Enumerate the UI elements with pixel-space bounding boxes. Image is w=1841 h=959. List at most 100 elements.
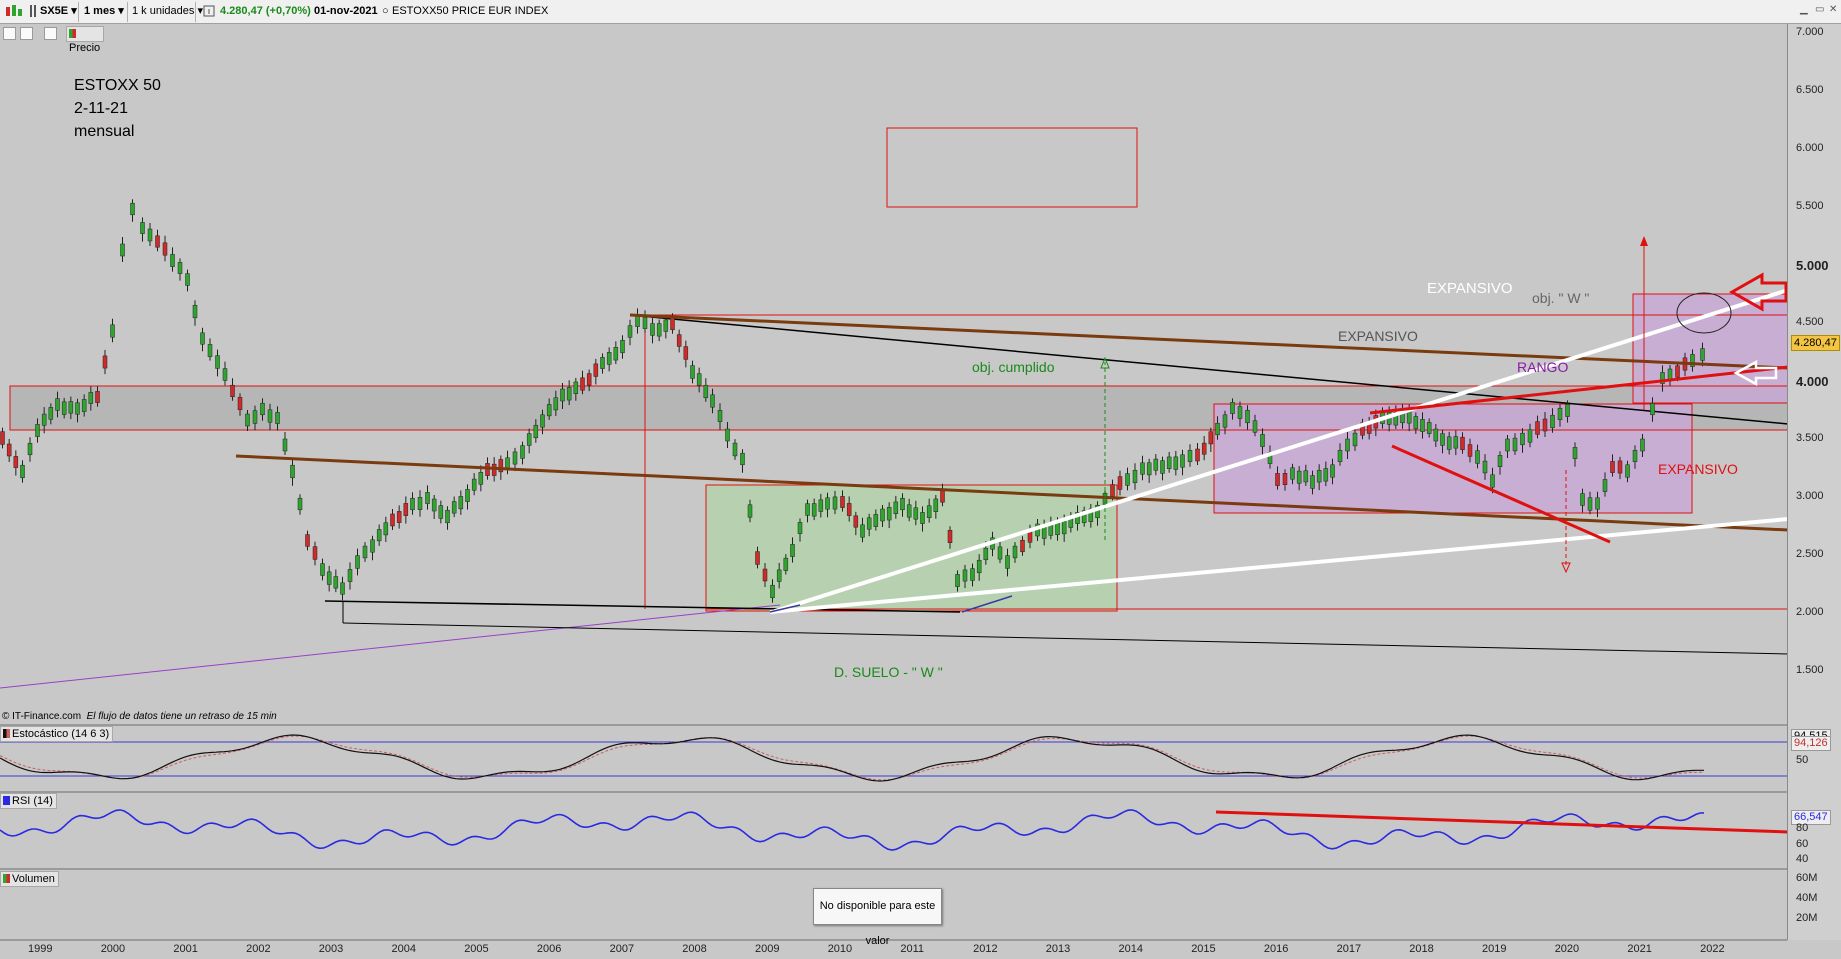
blue-mini-line [961,595,1013,613]
volume-tick: 40M [1796,892,1818,904]
info-icon[interactable] [203,3,215,20]
candle [540,414,545,428]
crosshair-icon[interactable] [3,27,16,40]
candle [140,222,145,234]
candle [676,334,682,347]
volume-tag[interactable]: Volumen [0,871,59,887]
price-tick: 4.000 [1796,374,1829,389]
candle [1650,402,1655,416]
units-label: 1 k unidades [132,5,195,17]
restore-icon[interactable]: ▭ [1815,4,1825,15]
candle [498,459,504,473]
candle [553,397,559,411]
copy-icon[interactable] [44,27,57,40]
candle [110,324,115,338]
candle [663,319,669,332]
stoch-k-line [0,734,1704,782]
candle [650,323,655,336]
label-obj-w: obj. " W " [1532,290,1590,306]
candle [1460,436,1465,451]
volume-label: Volumen [12,873,55,885]
candle [1512,437,1518,452]
price-tick: 6.500 [1796,84,1824,96]
candle [362,545,368,559]
rsi-tag[interactable]: RSI (14) [0,793,57,809]
rsi-tick: 40 [1796,853,1809,865]
candle [846,503,852,516]
axis-spacer [1787,0,1841,24]
candle [696,373,702,386]
units-selector[interactable]: 1 k unidades ▾ [132,3,203,20]
candle [417,497,423,510]
candle [170,254,175,267]
candle [1140,462,1145,475]
candle [1117,476,1123,490]
candle [520,445,525,459]
panel-divider[interactable] [0,724,1787,726]
candle [970,568,975,581]
price-tick: 1.500 [1796,664,1824,676]
label-rango: RANGO [1517,359,1569,375]
candle [1440,433,1445,446]
candle [740,452,745,466]
candle [1467,444,1473,457]
candle [120,243,125,257]
stoch-d-value: 94,126 [1791,736,1831,751]
candle [783,557,789,571]
candle [906,504,912,518]
toolbar: SX5E ▾ 1 mes ▾ 1 k unidades ▾ 4.280,47 (… [0,0,1841,24]
candle [410,497,415,511]
candle [962,569,968,582]
candle [1446,436,1452,450]
candle [1296,470,1302,484]
price-axis[interactable] [1787,24,1841,940]
panel-divider[interactable] [0,791,1787,793]
candle [1490,474,1495,488]
candle [162,242,168,256]
candle [1081,510,1087,523]
minimize-icon[interactable]: ▁ [1800,4,1808,15]
price-panel-tag[interactable]: Precio [66,26,105,54]
candle [75,402,80,415]
candle [1700,348,1705,361]
candle [1310,475,1315,489]
candle [600,357,605,369]
period-selector[interactable]: 1 mes ▾ [84,3,124,20]
stochastic-tag[interactable]: Estocástico (14 6 3) [0,726,114,742]
panel-divider[interactable] [0,868,1787,870]
candle [1075,512,1080,524]
chart-type-icon[interactable] [4,3,26,20]
rsi-line [0,809,1705,851]
candle [275,412,280,424]
candle [1055,522,1060,536]
candle [573,381,579,394]
candle [1208,431,1214,445]
price-panel-label: Precio [69,42,101,54]
candle [1245,409,1250,424]
white-lower-trendline [769,517,1789,614]
layout-icon[interactable] [20,27,33,40]
candle [185,273,190,286]
stochastic-label: Estocástico (14 6 3) [12,728,110,740]
candle [1352,432,1358,447]
year-label: 2003 [318,943,344,955]
blue-mini-line-2 [769,604,801,613]
last-price-tag: 4.280,47 [1791,335,1840,351]
symbol-selector[interactable]: SX5E ▾ [40,3,77,20]
candle [805,503,810,516]
candle [1237,406,1243,419]
candle [1125,473,1130,486]
link-icon[interactable] [28,3,38,20]
candle [68,401,74,414]
panel-divider[interactable] [0,939,1787,941]
candle [1475,450,1480,464]
candle [282,438,288,452]
red-upper-trendline [1369,365,1789,415]
candle [431,498,437,512]
candle [512,451,518,465]
white-upper-trendline [771,288,1789,614]
close-icon[interactable]: ✕ [1829,4,1838,15]
candle [1625,464,1630,478]
candle [340,582,345,595]
